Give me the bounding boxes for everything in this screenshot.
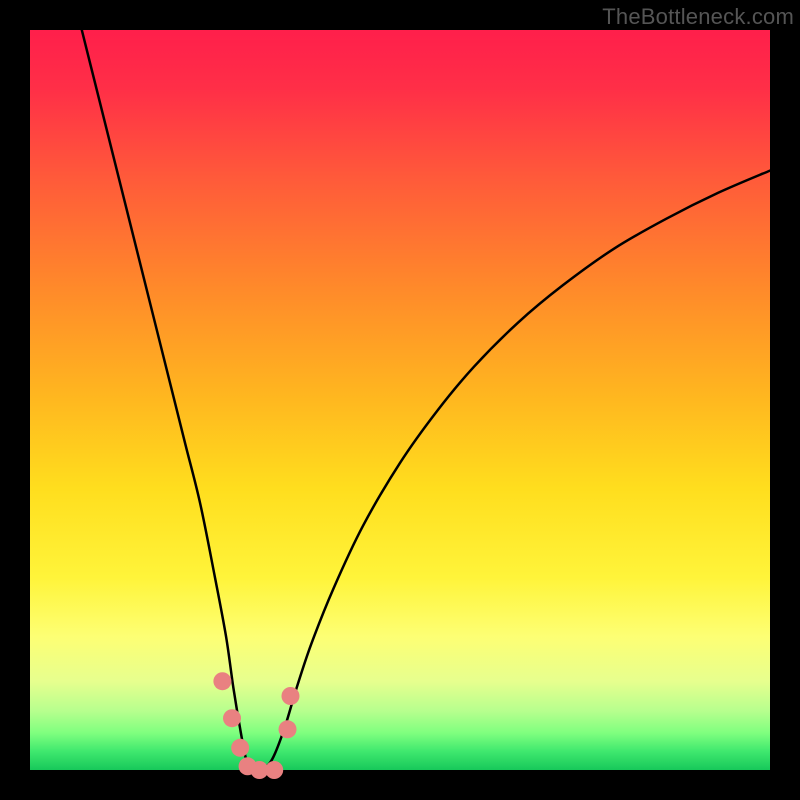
plot-background: [30, 30, 770, 770]
data-marker: [265, 761, 283, 779]
data-marker: [281, 687, 299, 705]
data-marker: [213, 672, 231, 690]
watermark-text: TheBottleneck.com: [602, 4, 794, 30]
chart-stage: TheBottleneck.com: [0, 0, 800, 800]
data-marker: [231, 739, 249, 757]
bottleneck-chart: [0, 0, 800, 800]
data-marker: [279, 720, 297, 738]
data-marker: [223, 709, 241, 727]
